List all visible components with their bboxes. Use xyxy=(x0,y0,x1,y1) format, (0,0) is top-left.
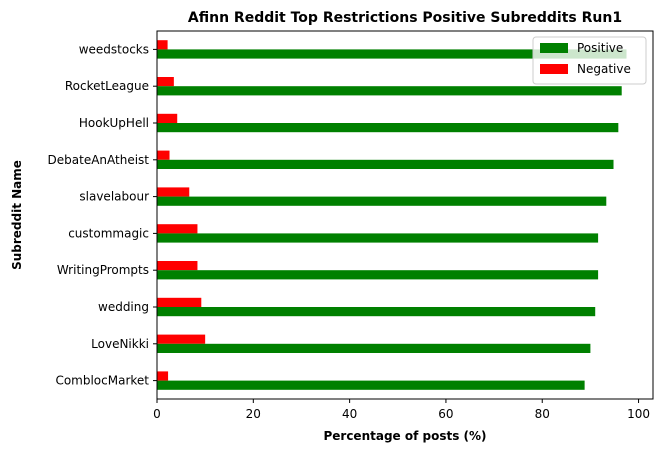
bar-positive-ComblocMarket xyxy=(157,380,585,390)
y-tick-label: HookUpHell xyxy=(79,116,149,130)
bar-negative-slavelabour xyxy=(157,187,190,197)
bar-positive-slavelabour xyxy=(157,196,607,206)
bar-positive-custommagic xyxy=(157,233,599,243)
bar-negative-weedstocks xyxy=(157,40,168,50)
bar-negative-RocketLeague xyxy=(157,77,174,87)
y-tick-label: slavelabour xyxy=(79,190,149,204)
bar-negative-ComblocMarket xyxy=(157,371,169,381)
bars xyxy=(157,40,627,390)
bar-positive-wedding xyxy=(157,307,596,317)
x-axis-label: Percentage of posts (%) xyxy=(323,429,486,443)
y-tick-label: RocketLeague xyxy=(65,79,149,93)
bar-positive-DebateAnAtheist xyxy=(157,159,614,169)
y-axis-label: Subreddit Name xyxy=(10,160,24,270)
plot-frame xyxy=(156,30,654,400)
bar-negative-LoveNikki xyxy=(157,334,206,344)
x-tick-label: 100 xyxy=(627,407,650,421)
bar-negative-custommagic xyxy=(157,224,198,234)
legend: Positive Negative xyxy=(532,36,647,85)
chart-title: Afinn Reddit Top Restrictions Positive S… xyxy=(188,10,622,26)
y-tick-label: ComblocMarket xyxy=(55,374,149,388)
y-tick-label: DebateAnAtheist xyxy=(48,153,150,167)
bar-negative-HookUpHell xyxy=(157,113,178,123)
bar-negative-WritingPrompts xyxy=(157,261,198,271)
bar-positive-HookUpHell xyxy=(157,123,619,133)
x-tick-label: 20 xyxy=(246,407,261,421)
bar-positive-WritingPrompts xyxy=(157,270,599,280)
bar-positive-LoveNikki xyxy=(157,343,591,353)
legend-label-negative: Negative xyxy=(577,62,631,76)
x-tick-label: 40 xyxy=(342,407,357,421)
y-tick-label: weedstocks xyxy=(79,42,149,56)
legend-label-positive: Positive xyxy=(577,41,623,55)
legend-swatch-negative xyxy=(540,64,568,74)
y-tick-label: custommagic xyxy=(68,226,149,240)
bar-negative-DebateAnAtheist xyxy=(157,150,170,160)
bar-positive-RocketLeague xyxy=(157,86,622,96)
y-axis: weedstocks RocketLeague HookUpHell DebateAn… xyxy=(48,42,157,388)
legend-swatch-positive xyxy=(540,43,568,53)
y-tick-label: WritingPrompts xyxy=(57,263,149,277)
x-tick-label: 60 xyxy=(438,407,453,421)
x-tick-label: 0 xyxy=(153,407,161,421)
y-tick-label: LoveNikki xyxy=(91,337,149,351)
bar-negative-wedding xyxy=(157,297,202,307)
bar-positive-weedstocks xyxy=(157,49,627,59)
x-axis: 0 20 40 60 80 100 xyxy=(153,399,650,421)
x-tick-label: 80 xyxy=(535,407,550,421)
y-tick-label: wedding xyxy=(98,300,149,314)
